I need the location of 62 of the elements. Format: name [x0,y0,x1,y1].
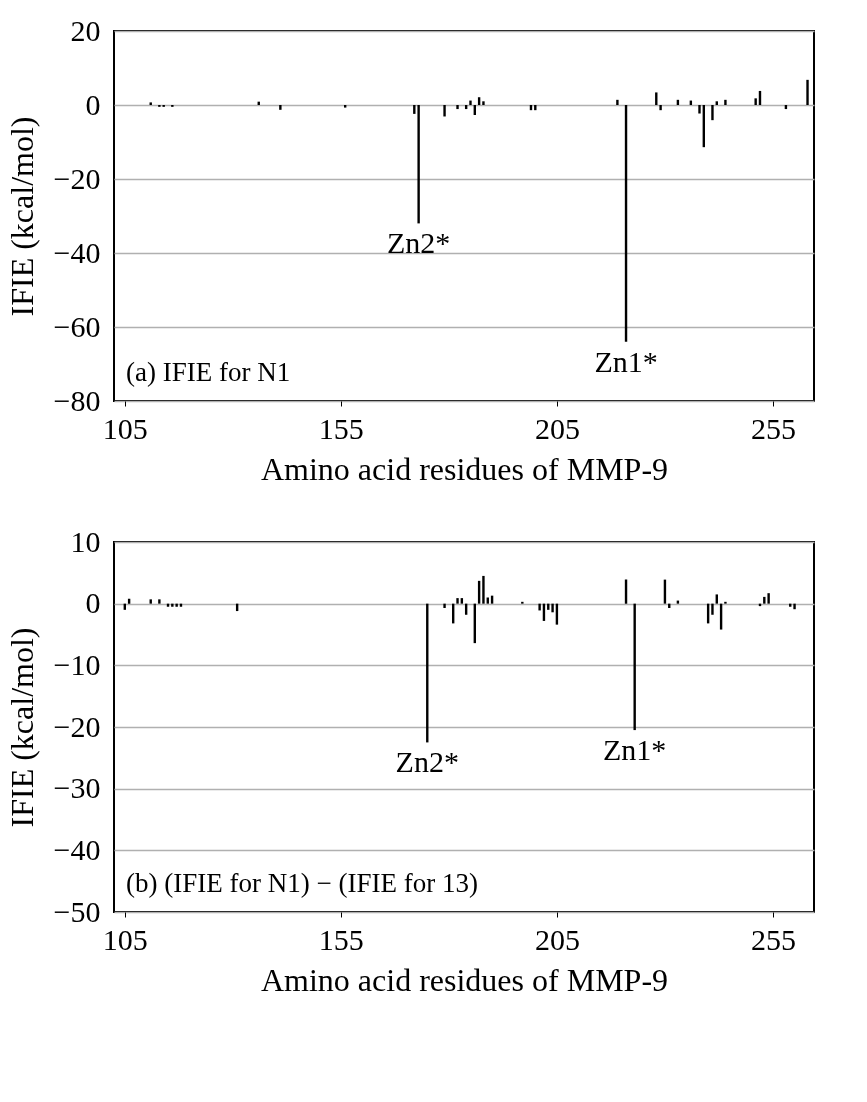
y-tick-label: −40 [53,235,101,269]
bar [724,99,727,105]
y-tick-label: −20 [53,161,101,195]
bar [279,105,282,110]
y-tick-label: −10 [53,647,101,681]
annotation: Zn2* [395,745,459,779]
bar [482,101,485,105]
bar [763,596,766,604]
y-tick-label: −20 [53,709,101,743]
x-tick-label: 255 [750,411,796,445]
bar [793,603,796,610]
bar [343,105,347,108]
x-tick-label: 255 [750,922,796,956]
annotation: Zn2* [386,226,451,260]
bar [633,603,636,731]
x-tick-label: 155 [318,411,364,445]
y-tick-label: 10 [70,524,101,558]
x-tick-label: 105 [102,922,148,956]
y-tick-label: −60 [53,309,101,343]
bar [460,598,464,604]
bar [469,100,472,105]
x-tick-label: 205 [534,411,580,445]
y-tick-label: −50 [53,894,101,928]
bar [417,105,420,224]
x-axis-title: Amino acid residues of MMP-9 [260,961,669,998]
bar [767,593,770,604]
annotation: (a) IFIE for N1 [126,357,291,387]
bar [698,105,701,114]
y-tick-label: 0 [85,87,101,121]
bar [443,603,446,608]
x-axis-title: Amino acid residues of MMP-9 [260,450,669,487]
y-axis-title: IFIE (kcal/mol) [3,627,40,828]
bar [616,99,619,105]
bar [443,105,446,117]
bar [149,102,152,105]
y-tick-label: −30 [53,771,101,805]
y-axis-title: IFIE (kcal/mol) [3,116,40,317]
bar [158,599,161,604]
x-tick-label: 105 [102,411,148,445]
x-tick-label: 205 [534,922,580,956]
y-tick-label: −80 [53,383,101,417]
bar [482,575,485,604]
bar [551,603,554,613]
bar [711,105,714,121]
annotation: (b) (IFIE for N1) − (IFIE for 13) [126,868,478,898]
y-tick-label: 0 [85,586,101,620]
bar [456,598,459,604]
bar [171,603,174,607]
x-tick-label: 155 [318,922,364,956]
bar [456,105,459,110]
bar [806,79,809,105]
bar [659,105,662,111]
bar [754,98,757,105]
bar [149,599,152,604]
bar [538,603,541,611]
annotation: Zn1* [594,344,658,378]
bar [715,594,718,604]
bar [711,603,714,615]
y-tick-label: −40 [53,832,101,866]
annotation: Zn1* [603,733,667,767]
bar [175,603,178,607]
y-tick-label: 20 [70,13,101,47]
